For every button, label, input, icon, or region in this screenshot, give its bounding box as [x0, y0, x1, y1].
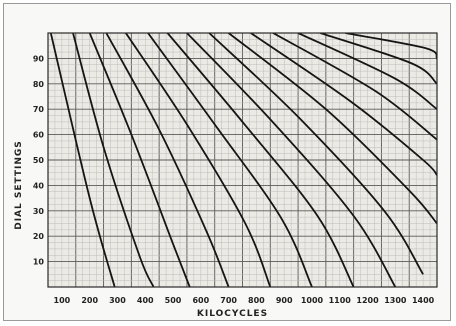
x-tick-label: 300 — [109, 296, 126, 305]
y-tick-label: 90 — [33, 54, 45, 63]
y-tick-label: 80 — [33, 80, 45, 89]
y-tick-label: 70 — [33, 105, 45, 114]
x-tick-label: 1100 — [329, 296, 352, 305]
calibration-curve — [105, 33, 230, 287]
x-tick-label: 1400 — [412, 296, 435, 305]
calibration-curve — [88, 33, 191, 287]
dial-calibration-chart: 100 200 300 400 500 600 700 800 900 1000 1100 1200 1… — [14, 32, 438, 319]
calibration-curve — [320, 33, 437, 85]
calibration-curve — [147, 33, 313, 287]
y-axis-title: DIAL SETTINGS — [14, 140, 24, 230]
x-tick-label: 900 — [276, 296, 293, 305]
x-tick-label: 200 — [81, 296, 98, 305]
x-tick-label: 600 — [192, 296, 209, 305]
x-axis-title: KILOCYCLES — [197, 309, 268, 319]
x-tick-label: 1200 — [356, 296, 379, 305]
calibration-curve — [228, 33, 437, 225]
y-tick-label: 40 — [33, 181, 45, 190]
y-tick-label: 60 — [33, 131, 45, 140]
x-tick-label: 500 — [165, 296, 182, 305]
y-tick-label: 50 — [33, 156, 45, 165]
y-tick-labels: 10 20 30 40 50 60 70 80 90 — [33, 54, 45, 266]
plot-border — [47, 32, 438, 288]
x-tick-label: 700 — [220, 296, 237, 305]
calibration-curve — [297, 33, 437, 110]
x-tick-label: 400 — [137, 296, 154, 305]
calibration-curve — [250, 33, 437, 176]
calibration-curve — [72, 33, 155, 287]
y-tick-label: 10 — [33, 258, 45, 267]
calibration-curve — [49, 33, 116, 287]
x-tick-label: 1300 — [384, 296, 407, 305]
calibration-curve — [208, 33, 424, 275]
chart-frame: 100 200 300 400 500 600 700 800 900 1000 1100 1200 1… — [3, 3, 451, 321]
calibration-curve — [272, 33, 437, 141]
calibration-curve — [125, 33, 272, 287]
calibration-curve — [166, 33, 355, 287]
x-tick-label: 100 — [54, 296, 71, 305]
calibration-curves — [49, 33, 437, 287]
y-tick-label: 20 — [33, 232, 45, 241]
x-tick-labels: 100 200 300 400 500 600 700 800 900 1000 1100 1200 1… — [54, 296, 435, 305]
y-tick-label: 30 — [33, 207, 45, 216]
calibration-curve — [186, 33, 397, 287]
x-tick-label: 1000 — [301, 296, 324, 305]
x-tick-label: 800 — [248, 296, 265, 305]
